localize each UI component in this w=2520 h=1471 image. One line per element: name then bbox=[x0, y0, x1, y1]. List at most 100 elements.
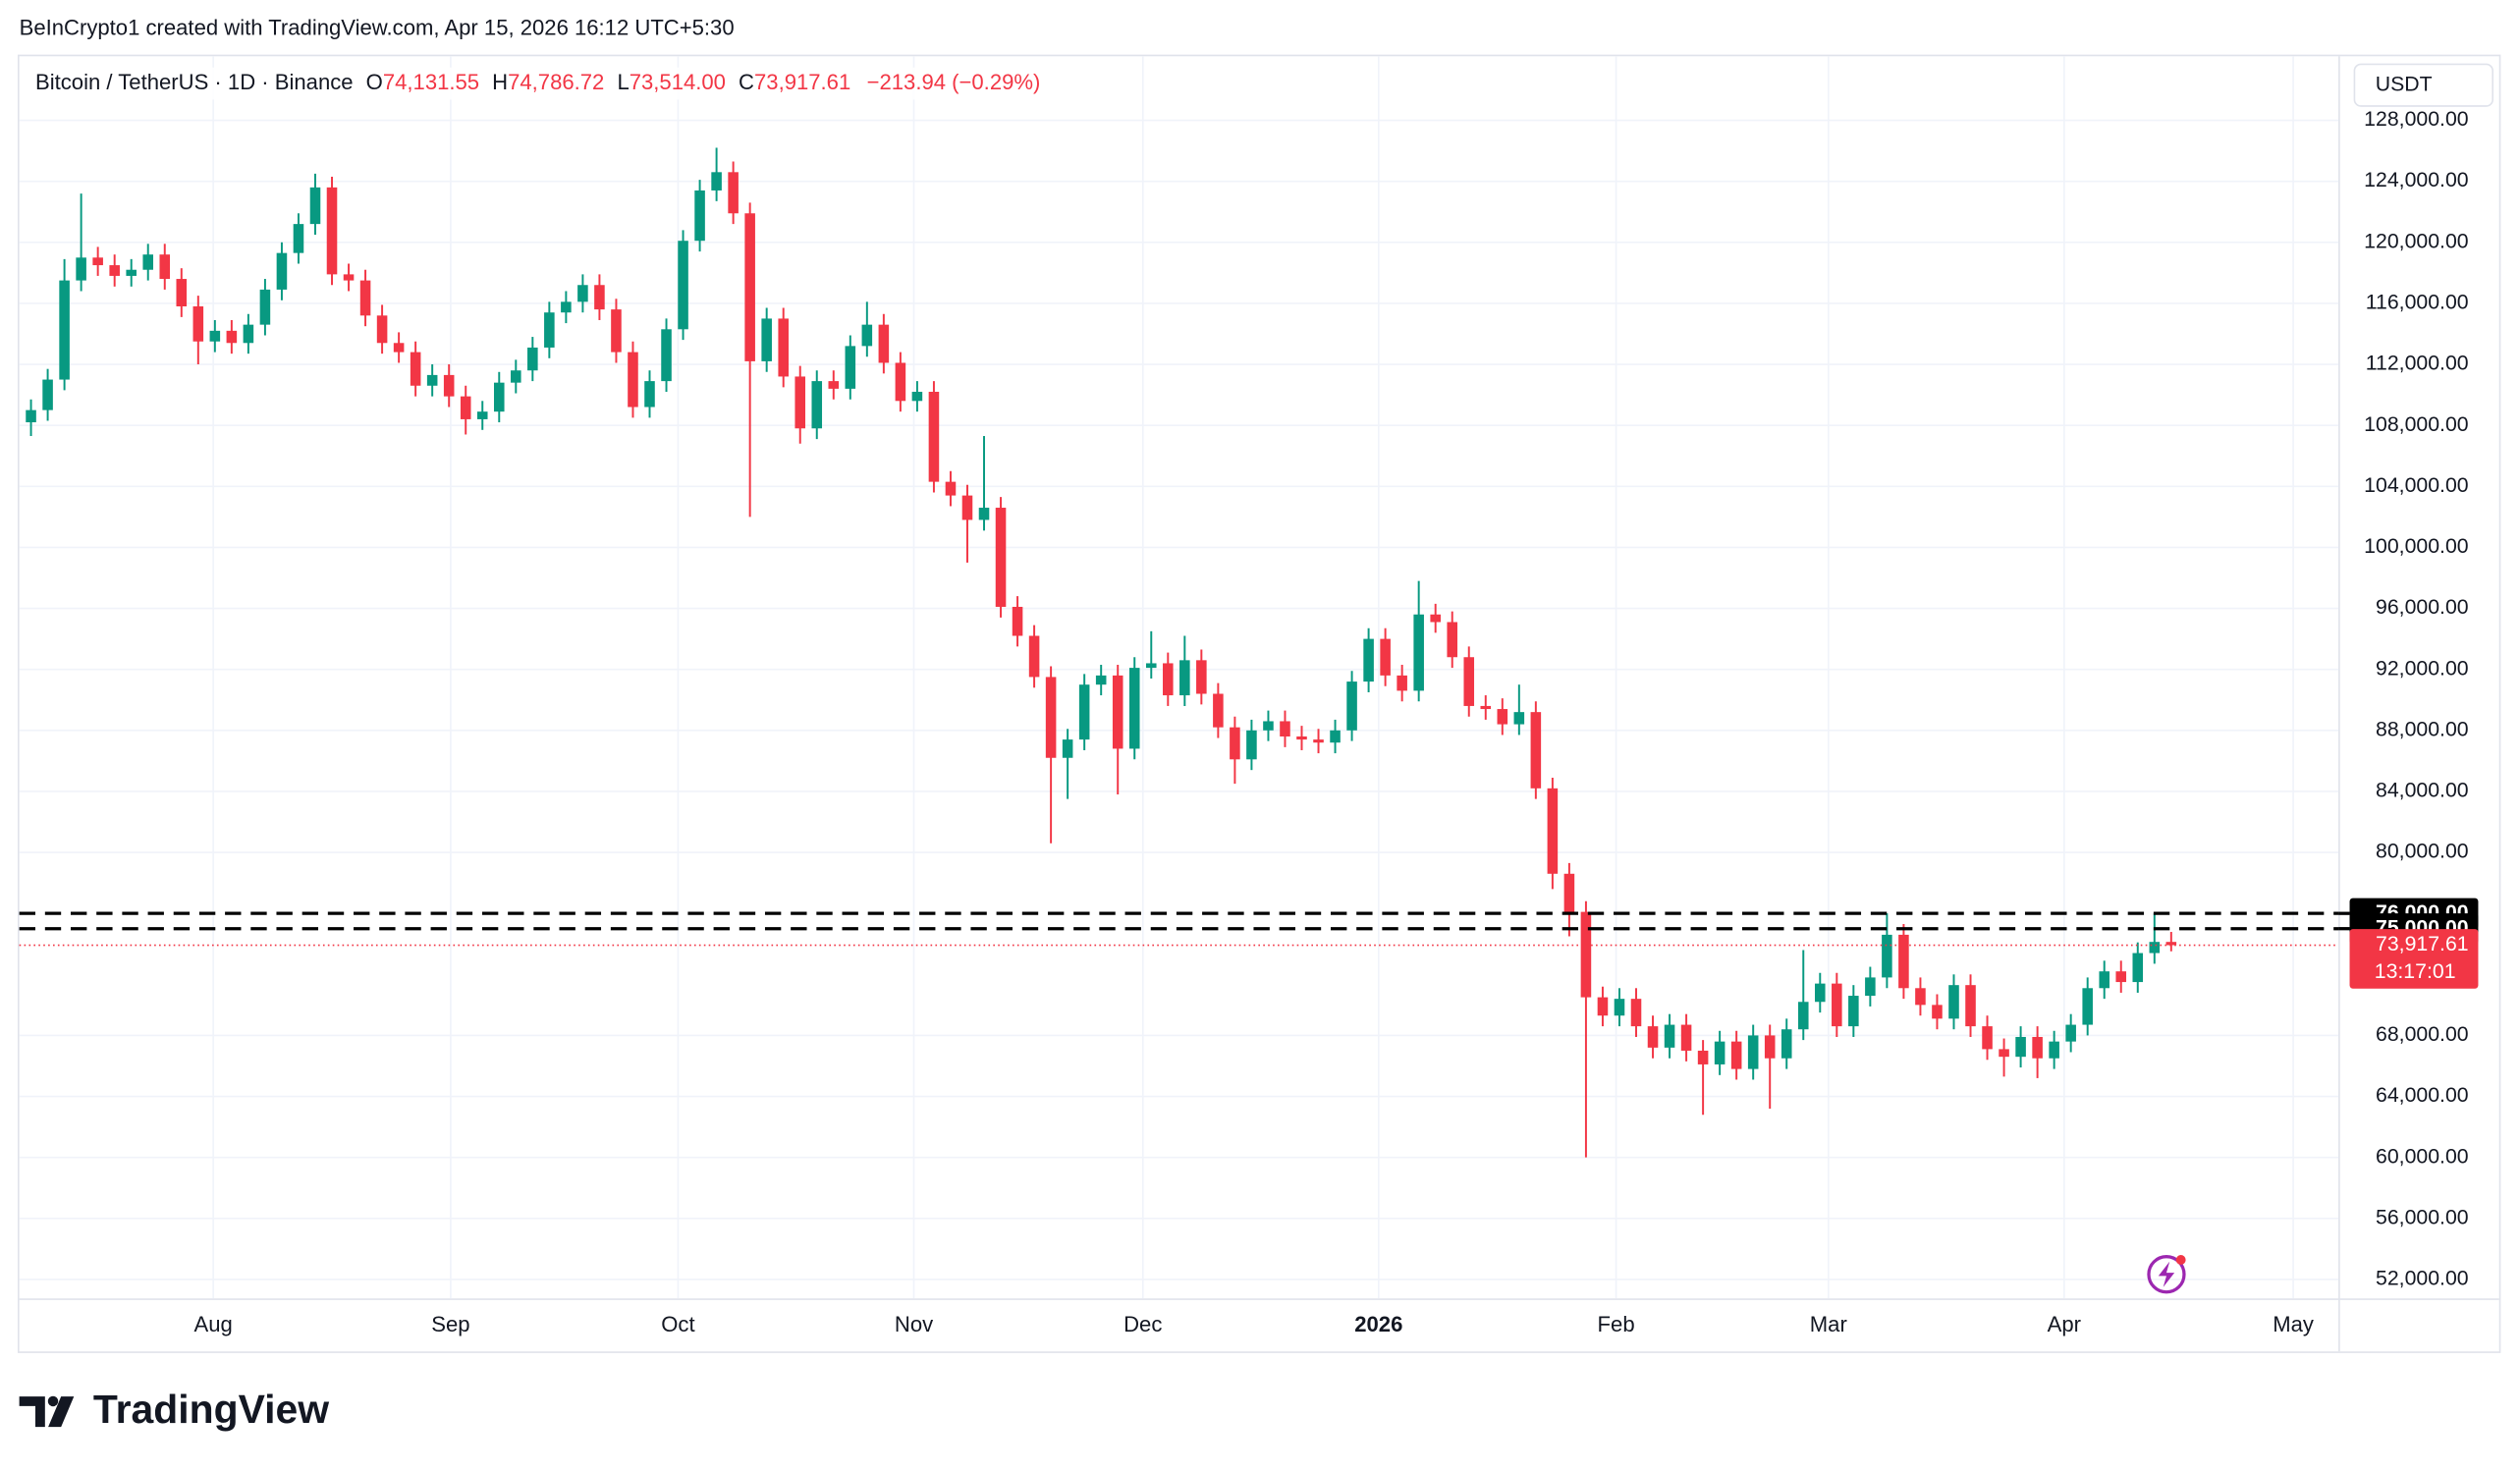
y-tick-label: 128,000.00 bbox=[2364, 107, 2468, 131]
candle-body bbox=[644, 381, 655, 408]
candle-body bbox=[1028, 635, 1040, 678]
grid bbox=[19, 56, 2339, 1299]
candle-body bbox=[878, 324, 890, 363]
candle-body bbox=[1280, 721, 1290, 737]
candle-body bbox=[1246, 730, 1257, 760]
candle-body bbox=[476, 411, 488, 419]
candle-body bbox=[1363, 638, 1374, 682]
candle-body bbox=[209, 330, 221, 342]
logo: TradingView bbox=[93, 1387, 329, 1432]
candle-body bbox=[1330, 730, 1341, 743]
candle-body bbox=[1647, 1026, 1659, 1048]
y-tick-label: 68,000.00 bbox=[2376, 1022, 2469, 1046]
candle-body bbox=[1078, 684, 1090, 740]
candle-body bbox=[2165, 942, 2177, 946]
candle-body bbox=[1397, 675, 1407, 691]
candle-body bbox=[2132, 953, 2144, 983]
x-tick-label: Dec bbox=[1123, 1312, 1162, 1336]
legend-bg bbox=[31, 67, 1125, 100]
legend-key: O bbox=[366, 70, 383, 94]
candle-body bbox=[76, 257, 86, 281]
candle-body bbox=[1898, 934, 1909, 989]
candle-body bbox=[126, 269, 137, 276]
candle-body bbox=[109, 265, 120, 276]
candle-body bbox=[493, 382, 505, 412]
candle-body bbox=[1313, 739, 1324, 743]
lightning-icon[interactable] bbox=[2147, 1255, 2186, 1294]
candle-body bbox=[1932, 1005, 1943, 1019]
candle-body bbox=[2015, 1036, 2026, 1058]
candle-body bbox=[594, 285, 605, 310]
candle-body bbox=[995, 508, 1007, 607]
candle-body bbox=[1764, 1035, 1776, 1059]
candle-body bbox=[1848, 996, 1859, 1027]
candle-body bbox=[1982, 1026, 1993, 1050]
candle-body bbox=[928, 391, 940, 482]
candle-body bbox=[1697, 1050, 1709, 1064]
y-tick-label: 108,000.00 bbox=[2364, 412, 2468, 436]
x-tick-label: May bbox=[2273, 1312, 2314, 1336]
candle-body bbox=[628, 352, 638, 408]
candle-body bbox=[42, 379, 53, 410]
candle-body bbox=[1128, 668, 1140, 749]
credit: BeInCrypto1 created with TradingView.com… bbox=[20, 15, 735, 39]
candle-body bbox=[1213, 693, 1224, 728]
candle-body bbox=[26, 409, 36, 423]
y-tick-label: 84,000.00 bbox=[2376, 779, 2469, 802]
candle-body bbox=[359, 280, 371, 316]
candle-body bbox=[1714, 1041, 1726, 1064]
candle-body bbox=[1196, 660, 1207, 694]
candle-body bbox=[1179, 660, 1190, 696]
candle-body bbox=[1815, 983, 1826, 1003]
legend-value: 74,786.72 bbox=[508, 70, 604, 94]
y-tick-label: 112,000.00 bbox=[2366, 352, 2469, 375]
y-tick-label: 60,000.00 bbox=[2376, 1144, 2469, 1168]
candle-body bbox=[861, 324, 873, 347]
candle-body bbox=[1680, 1024, 1692, 1051]
candle-body bbox=[376, 315, 388, 344]
candle-body bbox=[2032, 1036, 2043, 1059]
legend-value: 73,917.61 bbox=[754, 70, 850, 94]
countdown: 13:17:01 bbox=[2375, 959, 2456, 983]
candle-body bbox=[343, 274, 355, 281]
candle-body bbox=[1413, 614, 1424, 691]
candle-body bbox=[1547, 788, 1559, 874]
candle-body bbox=[276, 252, 288, 290]
candle-body bbox=[561, 301, 572, 313]
candle-body bbox=[511, 370, 521, 383]
candle-body bbox=[1163, 663, 1174, 696]
candle-body bbox=[1730, 1041, 1742, 1069]
candle-body bbox=[176, 279, 188, 307]
candle-body bbox=[1630, 999, 1642, 1027]
candle-body bbox=[1915, 988, 1926, 1006]
candle-body bbox=[2082, 988, 2093, 1025]
candle-body bbox=[1780, 1029, 1792, 1059]
candle-body bbox=[678, 241, 688, 330]
candle-body bbox=[243, 324, 254, 344]
legend-key: H bbox=[492, 70, 508, 94]
legend-key: L bbox=[617, 70, 629, 94]
candle-body bbox=[577, 285, 588, 302]
currency[interactable]: USDT bbox=[2376, 72, 2433, 95]
candle-body bbox=[1865, 977, 1876, 997]
candle-body bbox=[895, 362, 906, 402]
candle-body bbox=[309, 187, 321, 225]
candle-body bbox=[978, 508, 990, 520]
candle-body bbox=[1580, 911, 1592, 998]
candle-body bbox=[828, 381, 840, 389]
x-tick-label: Oct bbox=[661, 1312, 694, 1336]
candle-body bbox=[1346, 681, 1357, 731]
chart-frame bbox=[18, 54, 2501, 1353]
overlay: 52,000.00 56,000.00 60,000.00 64,000.00 68,0… bbox=[19, 107, 2479, 1336]
candle-body bbox=[59, 280, 70, 380]
last-price-label: 73,917.61 bbox=[2376, 932, 2469, 955]
y-tick-label: 52,000.00 bbox=[2376, 1267, 2469, 1290]
y-tick-label: 124,000.00 bbox=[2364, 168, 2468, 191]
x-tick-label: Mar bbox=[1810, 1312, 1847, 1336]
candle-body bbox=[1230, 727, 1240, 760]
currency-button[interactable] bbox=[2353, 63, 2493, 107]
candle-body bbox=[1012, 606, 1023, 636]
candle-body bbox=[326, 187, 338, 275]
